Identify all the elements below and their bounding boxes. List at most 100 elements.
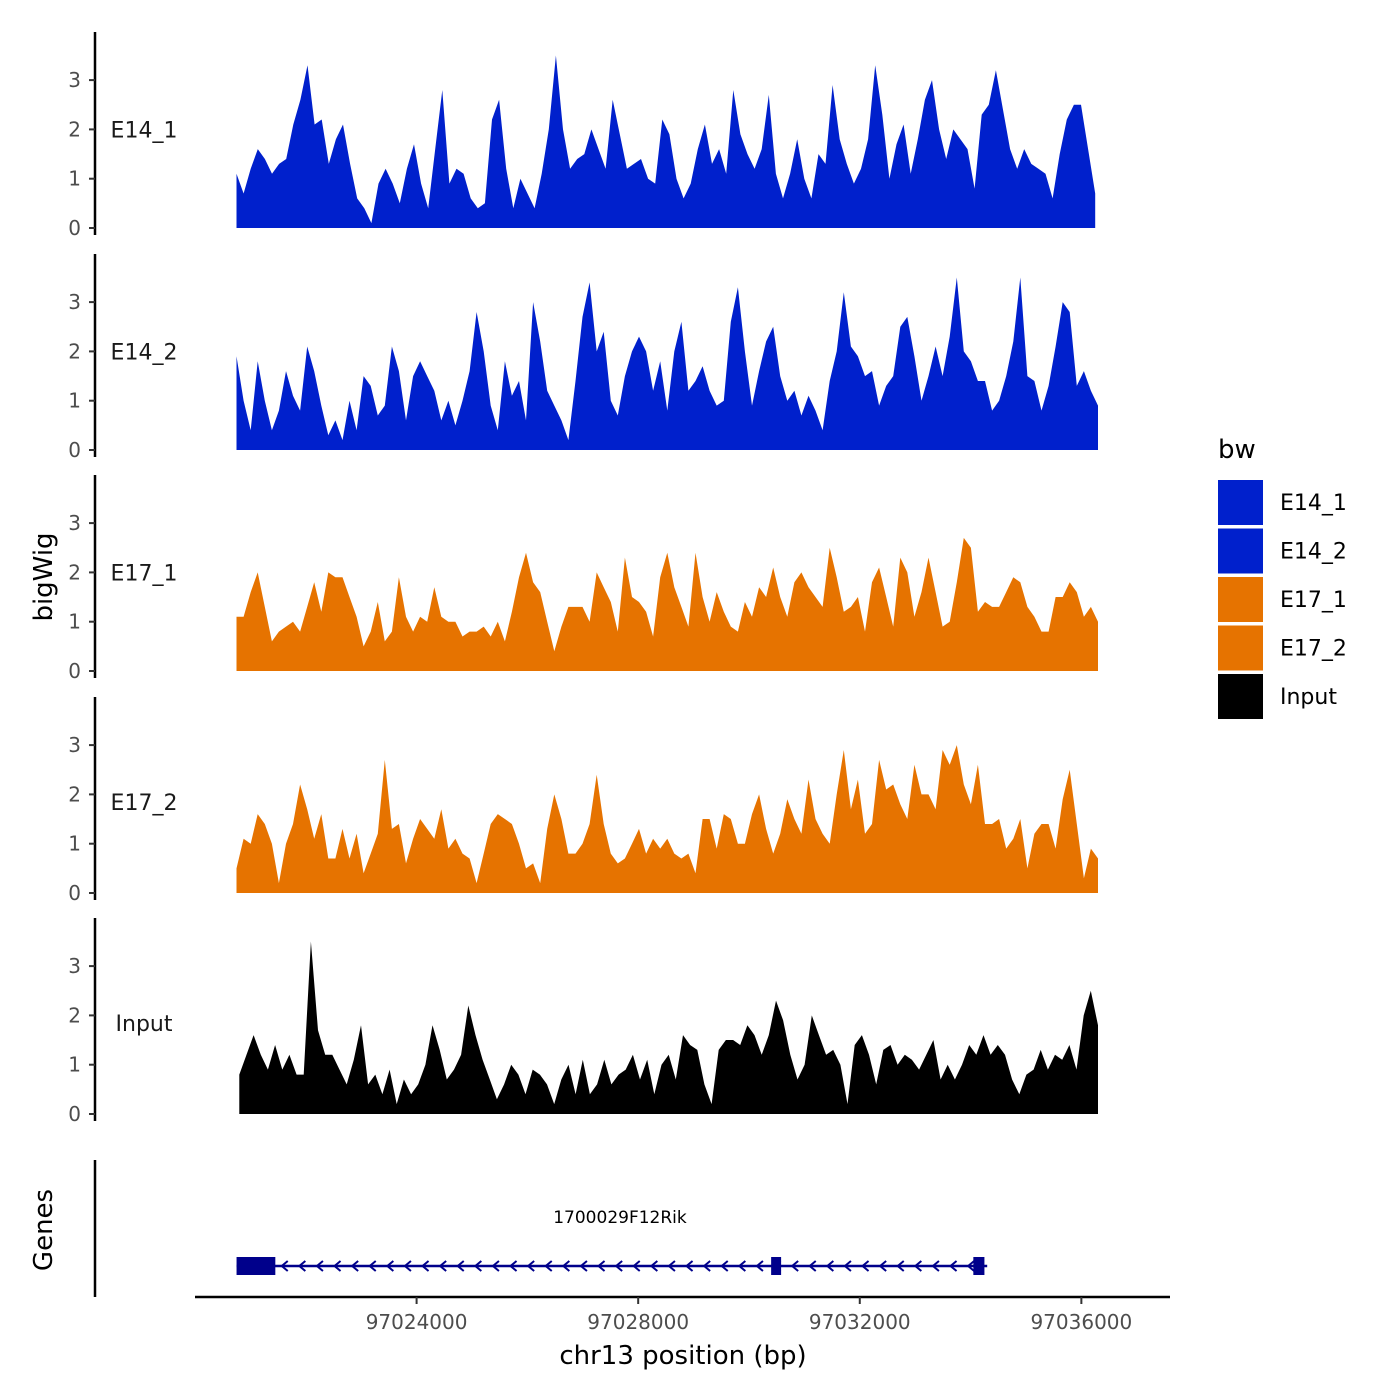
strand-arrow (913, 1260, 922, 1272)
gene-name-label: 1700029F12Rik (553, 1208, 687, 1228)
y-tick-label: 2 (68, 1003, 81, 1027)
y-tick-label: 3 (68, 733, 81, 757)
strand-arrow (561, 1260, 570, 1272)
exon (236, 1257, 276, 1275)
y-tick-label: 3 (68, 290, 81, 314)
strand-arrow (579, 1260, 588, 1272)
exon (973, 1257, 985, 1275)
y-tick-label: 0 (68, 659, 81, 683)
y-tick-label: 0 (68, 438, 81, 462)
strand-arrow (684, 1260, 694, 1272)
x-axis-title: chr13 position (bp) (559, 1341, 806, 1371)
y-tick-label: 3 (68, 511, 81, 535)
signal-area (236, 55, 1096, 228)
strand-arrow (350, 1260, 359, 1272)
strand-arrow (332, 1260, 342, 1272)
signal-tracks: 0 1 2 3 E14_1 0 1 2 3 E14_2 0 1 2 3 E17_1 0 1 2 3 E17_2 0 1 2 3… (68, 32, 1099, 1126)
track-e14-2: 0 1 2 3 E14_2 (68, 254, 1098, 462)
x-tick-label: 97032000 (809, 1310, 911, 1334)
legend-label: E14_1 (1280, 491, 1347, 516)
track-label: E14_2 (111, 340, 178, 365)
track-label: E17_1 (111, 561, 178, 586)
legend-key (1218, 674, 1263, 719)
strand-arrow (526, 1260, 535, 1272)
signal-area (236, 745, 1098, 893)
y-tick-label: 1 (68, 167, 81, 191)
strand-arrow (420, 1260, 430, 1272)
strand-arrow (702, 1260, 711, 1272)
strand-arrow (966, 1260, 975, 1272)
x-tick-label: 97024000 (366, 1310, 468, 1334)
y-tick-label: 0 (68, 1102, 81, 1126)
strand-arrow (280, 1260, 289, 1272)
legend-label: E17_1 (1280, 588, 1347, 613)
legend-label: E17_2 (1280, 637, 1347, 662)
strand-arrow (737, 1260, 746, 1272)
strand-arrow (403, 1260, 412, 1272)
strand-arrow (948, 1260, 958, 1272)
signal-area (236, 537, 1098, 671)
gene-track: 1700029F12Rik (93, 1160, 988, 1297)
track-label: E17_2 (111, 791, 178, 816)
strand-arrow (931, 1260, 940, 1272)
legend: E14_1 E14_2 E17_1 E17_2 Input (1218, 480, 1347, 719)
track-label: Input (116, 1012, 173, 1037)
x-tick-label: 97028000 (587, 1310, 689, 1334)
y-axis-title: bigWig (29, 532, 59, 621)
strand-arrow (491, 1260, 500, 1272)
track-input: 0 1 2 3 Input (68, 918, 1099, 1126)
strand-arrow (456, 1260, 465, 1272)
legend-key (1218, 528, 1263, 574)
signal-area (239, 941, 1099, 1114)
y-tick-label: 1 (68, 1053, 81, 1077)
y-tick-label: 2 (68, 782, 81, 806)
strand-arrow (508, 1260, 518, 1272)
legend-label: Input (1280, 685, 1337, 710)
strand-arrow (473, 1260, 482, 1272)
strand-arrow (790, 1260, 799, 1272)
y-tick-label: 3 (68, 68, 81, 92)
legend-label: E14_2 (1280, 540, 1347, 565)
strand-arrow (755, 1260, 764, 1272)
strand-arrow (315, 1260, 324, 1272)
strand-arrow (368, 1260, 377, 1272)
y-tick-label: 2 (68, 560, 81, 584)
genes-axis-title: Genes (29, 1189, 59, 1271)
y-tick-label: 0 (68, 216, 81, 240)
y-tick-label: 2 (68, 117, 81, 141)
y-tick-label: 1 (68, 389, 81, 413)
strand-arrow (843, 1260, 852, 1272)
y-tick-label: 1 (68, 832, 81, 856)
y-tick-label: 2 (68, 339, 81, 363)
strand-arrow (878, 1260, 887, 1272)
x-tick-label: 97036000 (1030, 1310, 1132, 1334)
track-e17-1: 0 1 2 3 E17_1 (68, 475, 1098, 683)
strand-arrow (825, 1260, 834, 1272)
strand-arrow (649, 1260, 658, 1272)
strand-arrow (720, 1260, 729, 1272)
strand-arrow (596, 1260, 606, 1272)
strand-arrow (544, 1260, 553, 1272)
legend-title: bw (1218, 435, 1256, 465)
y-tick-label: 1 (68, 610, 81, 634)
y-tick-label: 3 (68, 954, 81, 978)
exon (771, 1257, 782, 1275)
x-axis: 97024000 97028000 97032000 97036000 (195, 1295, 1170, 1334)
strand-arrow (896, 1260, 905, 1272)
strand-arrow (632, 1260, 641, 1272)
legend-key (1218, 625, 1263, 671)
strand-arrow (860, 1260, 870, 1272)
legend-key (1218, 480, 1263, 525)
strand-arrow (385, 1260, 394, 1272)
track-e17-2: 0 1 2 3 E17_2 (68, 697, 1098, 905)
strand-arrow (667, 1260, 676, 1272)
track-e14-1: 0 1 2 3 E14_1 (68, 32, 1096, 240)
strand-arrow (438, 1260, 447, 1272)
track-label: E14_1 (111, 118, 178, 143)
strand-arrow (297, 1260, 306, 1272)
strand-arrow (808, 1260, 817, 1272)
strand-arrow (614, 1260, 623, 1272)
signal-area (236, 277, 1098, 450)
y-tick-label: 0 (68, 881, 81, 905)
